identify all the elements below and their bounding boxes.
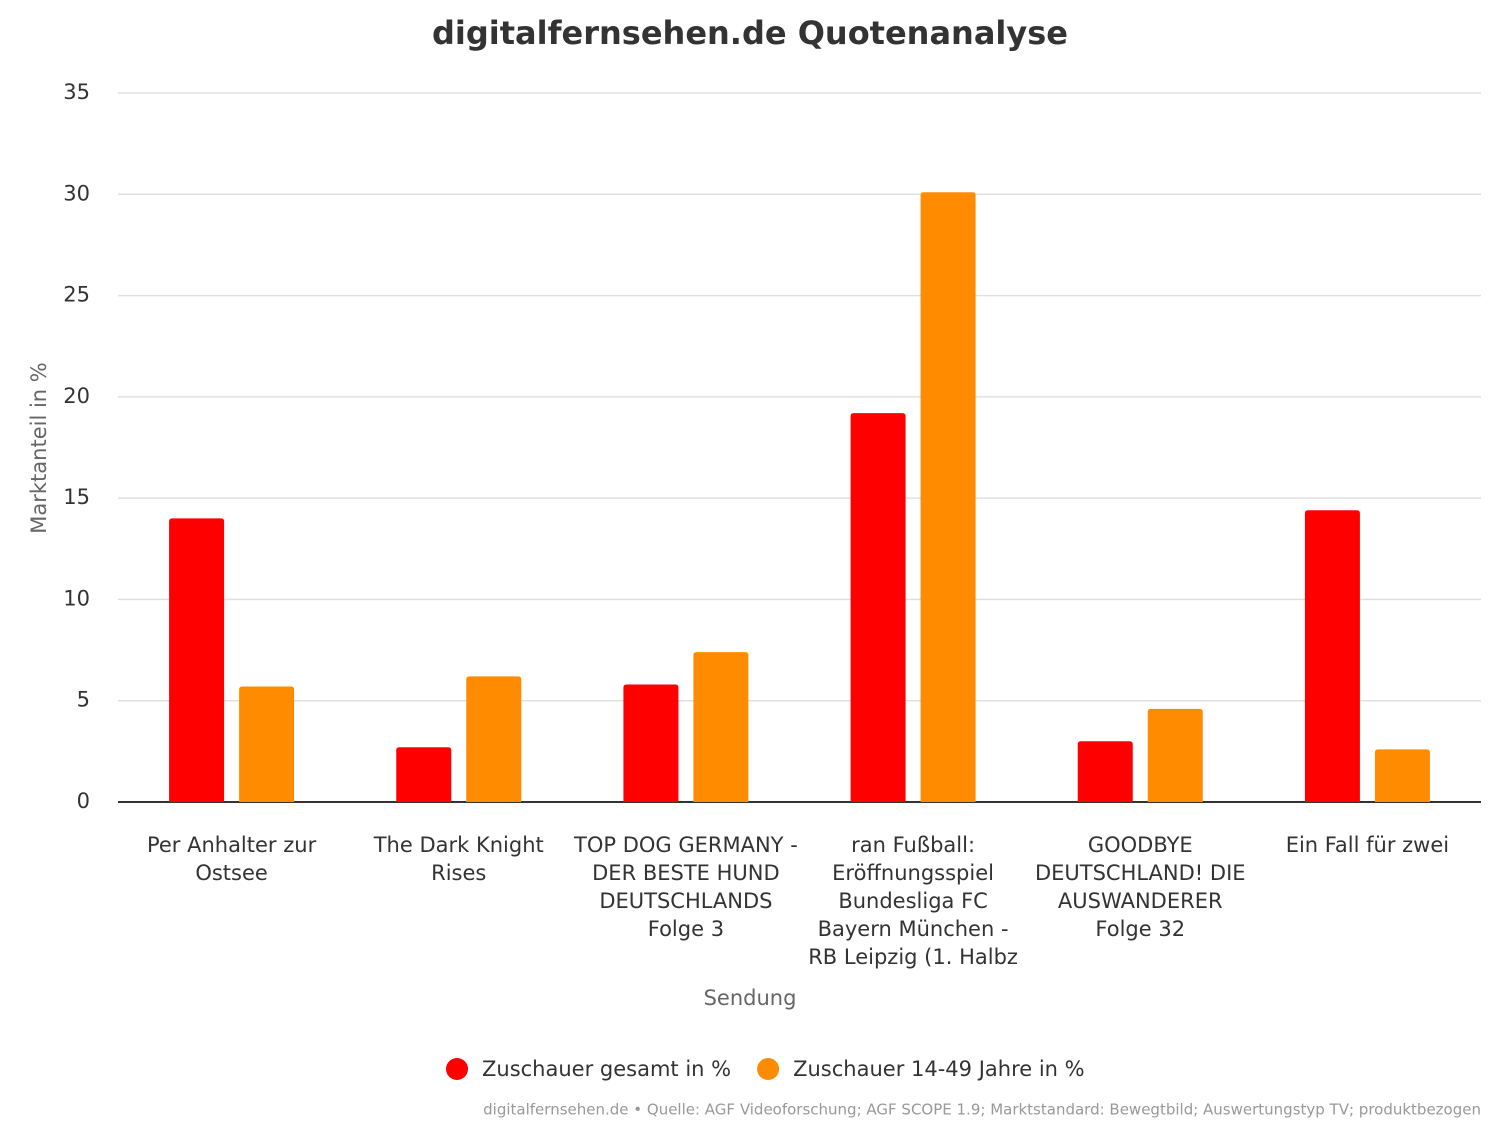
legend-label: Zuschauer gesamt in % (482, 1057, 731, 1081)
bar (920, 192, 976, 802)
bar (239, 686, 295, 802)
bar (1077, 741, 1133, 802)
legend-label: Zuschauer 14-49 Jahre in % (793, 1057, 1085, 1081)
footer: digitalfernsehen.de • Quelle: AGF Videof… (483, 1101, 1481, 1119)
bar (623, 684, 679, 802)
bar (850, 413, 906, 802)
bar (466, 676, 522, 802)
y-tick-label: 5 (77, 688, 90, 712)
x-tick-label: Ein Fall für zwei (1285, 833, 1450, 857)
y-tick-label: 35 (63, 80, 90, 104)
bar (396, 747, 452, 802)
x-axis-title: Sendung (704, 986, 797, 1010)
y-tick-label: 10 (63, 586, 90, 610)
y-tick-label: 0 (77, 789, 90, 813)
bar (1304, 510, 1360, 802)
x-tick-label: The Dark Knight Rises (373, 833, 544, 885)
y-tick-label: 15 (63, 485, 90, 509)
chart-title: digitalfernsehen.de Quotenanalyse (432, 14, 1068, 52)
x-tick-label: ran Fußball: Eröffnungsspiel Bundesliga … (808, 833, 1018, 969)
y-tick-label: 25 (63, 283, 90, 307)
x-tick-label: Per Anhalter zur Ostsee (146, 833, 317, 885)
x-tick-label: TOP DOG GERMANY - DER BESTE HUND DEUTSCH… (574, 833, 798, 941)
legend-marker (446, 1058, 468, 1080)
bar (1147, 708, 1203, 802)
y-tick-label: 30 (63, 181, 90, 205)
y-axis-title: Marktanteil in % (27, 362, 51, 533)
x-tick-label: GOODBYE DEUTSCHLAND! DIE AUSWANDERER Fol… (1034, 833, 1246, 941)
bar (169, 518, 225, 802)
bar (693, 652, 749, 802)
bar (1374, 749, 1430, 802)
legend-marker (757, 1058, 780, 1080)
y-tick-label: 20 (63, 384, 90, 408)
